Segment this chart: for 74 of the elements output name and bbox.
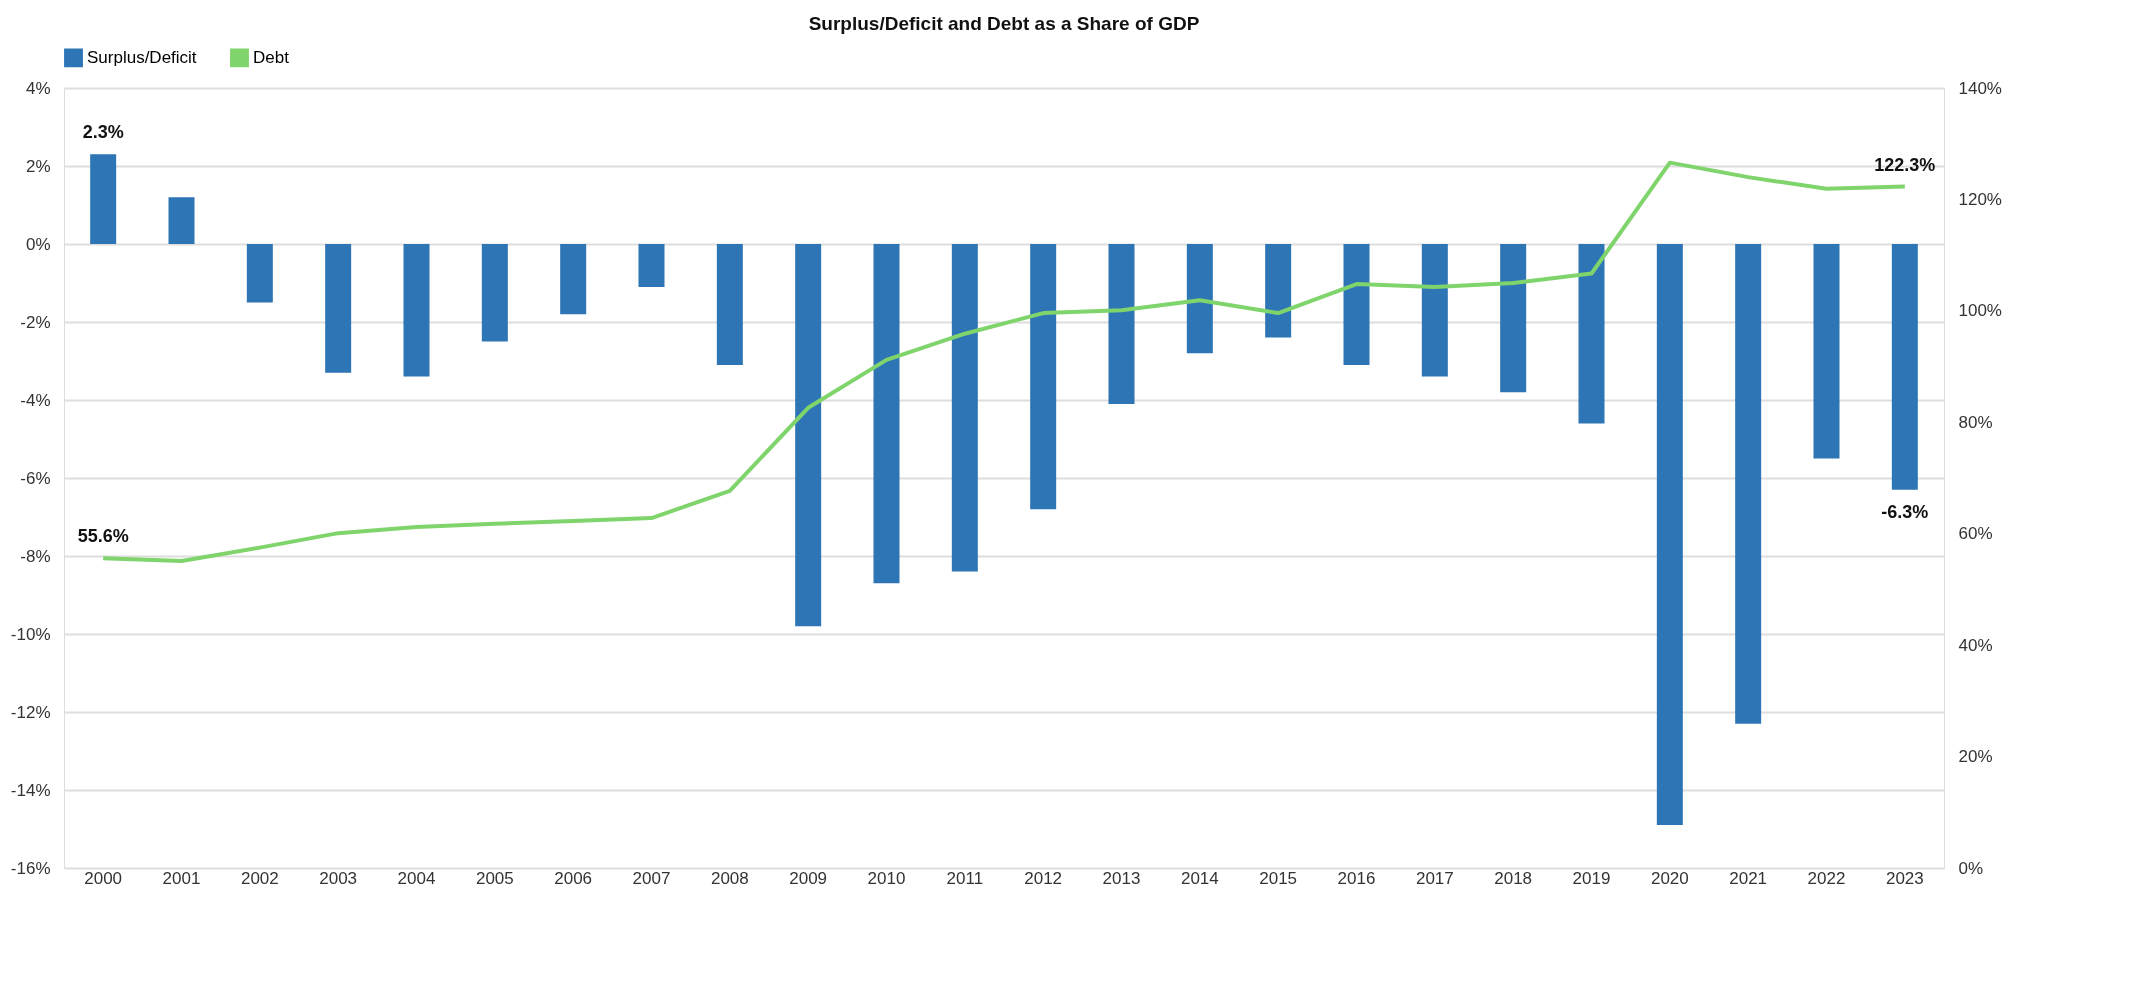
bar	[638, 244, 665, 287]
y-tick-label: 4%	[25, 78, 51, 98]
bar	[1186, 244, 1213, 354]
bar	[1891, 244, 1918, 490]
bar	[795, 244, 822, 627]
y2-tick-label: 100%	[1958, 301, 2002, 321]
y-tick-label: -16%	[10, 858, 51, 878]
bar	[1578, 244, 1605, 424]
y-tick-label: -2%	[20, 312, 51, 332]
y2-tick-label: 60%	[1958, 524, 1993, 544]
data-label: 2.3%	[82, 122, 124, 143]
legend-label: Surplus/Deficit	[87, 47, 197, 67]
bar	[1656, 244, 1683, 826]
y-tick-label: -6%	[20, 468, 51, 488]
bar	[246, 244, 273, 303]
x-tick-label: 2000	[84, 868, 123, 888]
x-tick-label: 2003	[319, 868, 358, 888]
y-tick-label: -4%	[20, 390, 51, 410]
x-tick-label: 2014	[1180, 868, 1219, 888]
x-tick-label: 2023	[1885, 868, 1924, 888]
y-tick-label: 2%	[25, 156, 51, 176]
x-tick-label: 2010	[867, 868, 906, 888]
x-tick-label: 2004	[397, 868, 436, 888]
data-label: 55.6%	[77, 526, 129, 547]
bar	[1108, 244, 1135, 404]
bar	[1813, 244, 1840, 459]
x-tick-label: 2001	[162, 868, 201, 888]
x-tick-label: 2009	[789, 868, 828, 888]
y-tick-label: -8%	[20, 546, 51, 566]
chart-title: Surplus/Deficit and Debt as a Share of GDP	[808, 13, 1200, 34]
bar	[1735, 244, 1762, 724]
x-tick-label: 2021	[1729, 868, 1768, 888]
bar	[873, 244, 900, 584]
bar	[1421, 244, 1448, 377]
x-tick-label: 2005	[475, 868, 514, 888]
x-tick-label: 2012	[1024, 868, 1063, 888]
y-tick-label: -14%	[10, 780, 51, 800]
x-tick-label: 2019	[1572, 868, 1611, 888]
x-tick-label: 2018	[1494, 868, 1533, 888]
bar	[1343, 244, 1370, 365]
bar	[560, 244, 587, 315]
legend-label: Debt	[253, 47, 290, 67]
bar	[403, 244, 430, 377]
y2-tick-label: 140%	[1958, 78, 2002, 98]
x-tick-label: 2022	[1807, 868, 1846, 888]
data-label: 122.3%	[1874, 154, 1936, 175]
x-tick-label: 2008	[710, 868, 749, 888]
data-label: -6.3%	[1881, 501, 1929, 522]
x-tick-label: 2020	[1650, 868, 1689, 888]
y2-tick-label: 80%	[1958, 412, 1993, 432]
x-tick-label: 2007	[632, 868, 671, 888]
y2-tick-label: 120%	[1958, 189, 2002, 209]
bar	[951, 244, 978, 572]
bar	[325, 244, 352, 373]
bar	[1500, 244, 1527, 393]
bar	[716, 244, 743, 365]
bar	[1030, 244, 1057, 510]
x-tick-label: 2011	[946, 868, 984, 888]
bar	[1265, 244, 1292, 338]
y2-tick-label: 0%	[1958, 858, 1984, 878]
y2-tick-label: 20%	[1958, 747, 1993, 767]
x-tick-label: 2017	[1415, 868, 1454, 888]
x-tick-label: 2016	[1337, 868, 1376, 888]
y-tick-label: -10%	[10, 624, 51, 644]
x-tick-label: 2006	[554, 868, 593, 888]
y2-tick-label: 40%	[1958, 635, 1993, 655]
x-tick-label: 2002	[240, 868, 279, 888]
x-tick-label: 2013	[1102, 868, 1141, 888]
x-tick-label: 2015	[1259, 868, 1298, 888]
bar	[481, 244, 508, 342]
bar	[168, 197, 195, 244]
y-tick-label: 0%	[25, 234, 51, 254]
bar	[90, 154, 117, 244]
y-tick-label: -12%	[10, 702, 51, 722]
